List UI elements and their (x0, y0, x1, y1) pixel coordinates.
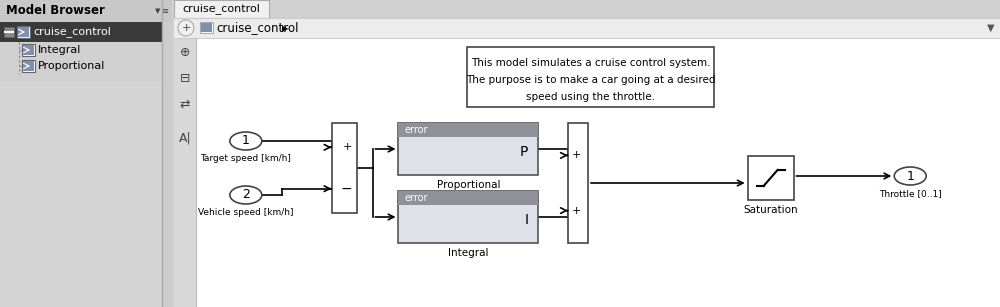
Bar (23, 45, 34, 55)
Text: This model simulates a cruise control system.: This model simulates a cruise control sy… (471, 58, 710, 68)
Text: P: P (520, 145, 528, 159)
Bar (174, 0, 269, 18)
Text: ≡: ≡ (161, 6, 169, 16)
Bar (200, 22, 213, 33)
Bar (748, 156, 794, 200)
Text: The purpose is to make a car going at a desired: The purpose is to make a car going at a … (466, 75, 715, 85)
Text: I: I (524, 213, 528, 227)
Bar (332, 123, 357, 213)
Bar (22, 44, 35, 56)
Text: cruise_control: cruise_control (33, 26, 111, 37)
Bar (398, 123, 538, 175)
Bar (0, 22, 162, 42)
Text: Integral: Integral (38, 45, 81, 55)
Bar (23, 61, 34, 71)
Text: ▼: ▼ (987, 23, 994, 33)
Text: Integral: Integral (448, 248, 489, 258)
Text: +: + (343, 142, 353, 152)
Ellipse shape (894, 167, 926, 185)
Text: Proportional: Proportional (38, 61, 105, 71)
Bar (174, 18, 1000, 38)
Text: ⇄: ⇄ (180, 98, 190, 111)
Text: ▶: ▶ (282, 25, 288, 33)
Bar (162, 22, 172, 307)
Bar (398, 191, 538, 243)
Text: Proportional: Proportional (437, 180, 500, 190)
Text: Target speed [km/h]: Target speed [km/h] (200, 154, 291, 163)
Text: ⊕: ⊕ (180, 45, 190, 59)
Text: Model Browser: Model Browser (6, 5, 105, 17)
Ellipse shape (230, 186, 262, 204)
Text: Vehicle speed [km/h]: Vehicle speed [km/h] (198, 208, 294, 217)
Text: Saturation: Saturation (743, 205, 798, 215)
Text: error: error (404, 193, 428, 203)
Text: 1: 1 (242, 134, 250, 147)
Bar (398, 123, 538, 137)
Text: ▼: ▼ (155, 8, 160, 14)
Bar (0, 0, 172, 22)
Text: 2: 2 (242, 188, 250, 201)
Bar (18, 27, 29, 37)
Bar (17, 26, 30, 38)
Text: 1: 1 (906, 169, 914, 182)
Text: +: + (181, 23, 191, 33)
Bar (4, 27, 14, 37)
Text: A|: A| (179, 131, 191, 145)
Text: Throttle [0..1]: Throttle [0..1] (879, 189, 942, 198)
FancyBboxPatch shape (467, 47, 714, 107)
Text: ⊟: ⊟ (180, 72, 190, 84)
Text: cruise_control: cruise_control (182, 4, 260, 14)
Bar (196, 38, 1000, 307)
Text: error: error (404, 125, 428, 135)
Bar (568, 123, 588, 243)
Ellipse shape (230, 132, 262, 150)
Text: cruise_control: cruise_control (216, 21, 298, 34)
Text: +: + (572, 150, 581, 160)
Bar (398, 191, 538, 205)
Bar (174, 38, 196, 307)
Bar (201, 23, 212, 32)
Circle shape (178, 20, 194, 36)
Text: speed using the throttle.: speed using the throttle. (526, 92, 655, 102)
Text: +: + (572, 206, 581, 216)
Text: −: − (341, 182, 353, 196)
Bar (22, 60, 35, 72)
Bar (0, 82, 162, 307)
